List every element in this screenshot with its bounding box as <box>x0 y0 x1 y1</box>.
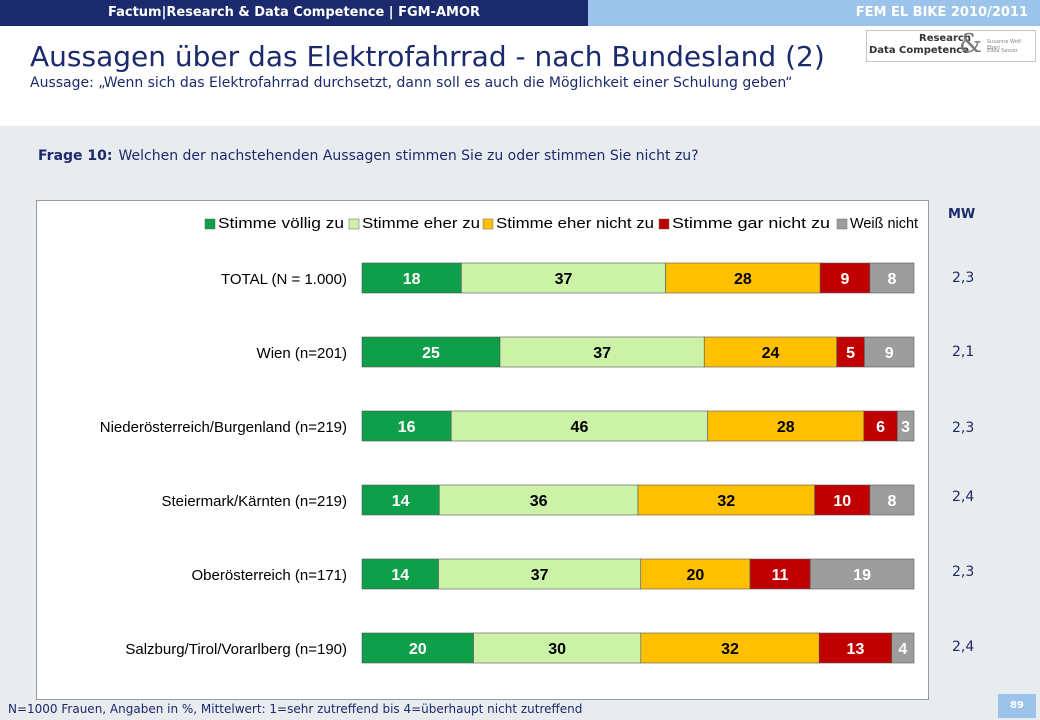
data-label: 6 <box>876 419 885 436</box>
data-label: 32 <box>721 641 739 658</box>
stacked-bar-chart: Stimme völlig zu Stimme eher zu Stimme ehe… <box>100 215 919 664</box>
data-label: 14 <box>392 493 410 510</box>
data-label: 30 <box>548 641 566 658</box>
mw-value: 2,4 <box>952 639 975 655</box>
data-label: 28 <box>777 419 795 436</box>
logo-small1: Susanne Wolf-Eberl <box>987 39 1023 51</box>
data-label: 8 <box>887 271 896 288</box>
bar-segment <box>864 336 915 368</box>
legend-label: Stimme gar nicht zu <box>672 215 830 232</box>
bar-segment <box>836 336 865 368</box>
study-label: FEM EL BIKE 2010/2011 <box>588 0 1040 26</box>
data-label: 9 <box>885 345 894 362</box>
data-label: 10 <box>833 493 851 510</box>
bar-segment <box>438 484 639 516</box>
page-subtitle: Aussage: „Wenn sich das Elektrofahrrad d… <box>30 75 793 91</box>
top-bar: Factum|Research & Data Competence | FGM-… <box>0 0 1040 26</box>
data-label: 37 <box>593 345 611 362</box>
data-label: 24 <box>762 345 780 362</box>
data-label: 28 <box>734 271 752 288</box>
data-label: 3 <box>901 419 910 436</box>
data-label: 46 <box>571 419 589 436</box>
data-label: 14 <box>391 567 409 584</box>
mw-value: 2,1 <box>952 344 975 360</box>
category-label: Oberösterreich (n=171) <box>192 567 348 584</box>
category-label: Salzburg/Tirol/Vorarlberg (n=190) <box>125 641 347 658</box>
legend-swatch <box>482 218 494 230</box>
question-prefix: Frage 10: <box>38 148 113 164</box>
bar-segment <box>818 632 892 664</box>
bar-segment <box>461 262 666 294</box>
data-label: 25 <box>422 345 440 362</box>
legend-swatch <box>836 218 848 230</box>
bar-segment <box>438 558 642 590</box>
data-label: 16 <box>398 419 416 436</box>
data-label: 8 <box>887 493 896 510</box>
data-label: 4 <box>898 641 907 658</box>
bar-segment <box>869 484 915 516</box>
bar-segment <box>361 336 501 368</box>
data-label: 20 <box>686 567 704 584</box>
data-label: 37 <box>531 567 549 584</box>
page-number: 89 <box>998 694 1036 718</box>
logo-ampersand: & <box>959 29 983 59</box>
bar-segment <box>703 336 838 368</box>
bar-segment <box>869 262 915 294</box>
question-text: Welchen der nachstehenden Aussagen stimm… <box>118 148 699 164</box>
data-label: 5 <box>846 345 855 362</box>
data-label: 19 <box>853 567 871 584</box>
category-label: Steiermark/Kärnten (n=219) <box>161 493 347 510</box>
mw-value: 2,4 <box>952 489 975 505</box>
category-label: Wien (n=201) <box>257 345 347 362</box>
data-label: 36 <box>530 493 548 510</box>
bar-segment <box>809 558 915 590</box>
bar-segment <box>361 558 439 590</box>
bar-segment <box>863 410 898 442</box>
chart-panel: Stimme völlig zu Stimme eher zu Stimme ehe… <box>36 200 929 700</box>
data-label: 20 <box>409 641 427 658</box>
bar-segment <box>473 632 642 664</box>
mw-value: 2,3 <box>952 270 975 286</box>
bar-segment <box>361 262 462 294</box>
bar-segment <box>361 410 452 442</box>
category-label: Niederösterreich/Burgenland (n=219) <box>100 419 347 436</box>
header: Aussagen über das Elektrofahrrad - nach … <box>0 26 1040 126</box>
mw-header: MW <box>948 207 976 222</box>
category-label: TOTAL (N = 1.000) <box>221 271 347 288</box>
bar-segment <box>640 632 820 664</box>
bar-segment <box>665 262 821 294</box>
logo-small2: Edda Sesser <box>987 48 1018 54</box>
legend-swatch <box>658 218 670 230</box>
bar-segment <box>707 410 865 442</box>
bar-segment <box>891 632 915 664</box>
data-label: 13 <box>847 641 865 658</box>
footnote: N=1000 Frauen, Angaben in %, Mittelwert:… <box>8 702 583 716</box>
data-label: 9 <box>841 271 850 288</box>
company-logo: Research Data Competence & Susanne Wolf-… <box>866 29 1036 62</box>
legend-label: Stimme eher nicht zu <box>496 215 654 232</box>
data-label: 32 <box>717 493 735 510</box>
data-label: 18 <box>403 271 421 288</box>
legend-swatch <box>204 218 216 230</box>
bar-segment <box>814 484 871 516</box>
bar-segment <box>896 410 915 442</box>
mw-value: 2,3 <box>952 420 975 436</box>
company-label: Factum|Research & Data Competence | FGM-… <box>0 0 588 26</box>
legend-label: Weiß nicht <box>850 215 919 232</box>
legend-label: Stimme eher zu <box>362 215 480 232</box>
mw-value: 2,3 <box>952 564 975 580</box>
question: Frage 10: Welchen der nachstehenden Aussa… <box>38 148 699 164</box>
data-label: 11 <box>772 567 789 584</box>
bar-segment <box>640 558 751 590</box>
legend-swatch <box>348 218 360 230</box>
page-title: Aussagen über das Elektrofahrrad - nach … <box>30 40 825 73</box>
data-label: 37 <box>555 271 573 288</box>
bar-segment <box>450 410 708 442</box>
logo-line2: Data Competence <box>869 45 970 56</box>
logo-line1: Research <box>919 33 971 44</box>
bar-segment <box>361 632 474 664</box>
legend-label: Stimme völlig zu <box>218 215 344 232</box>
